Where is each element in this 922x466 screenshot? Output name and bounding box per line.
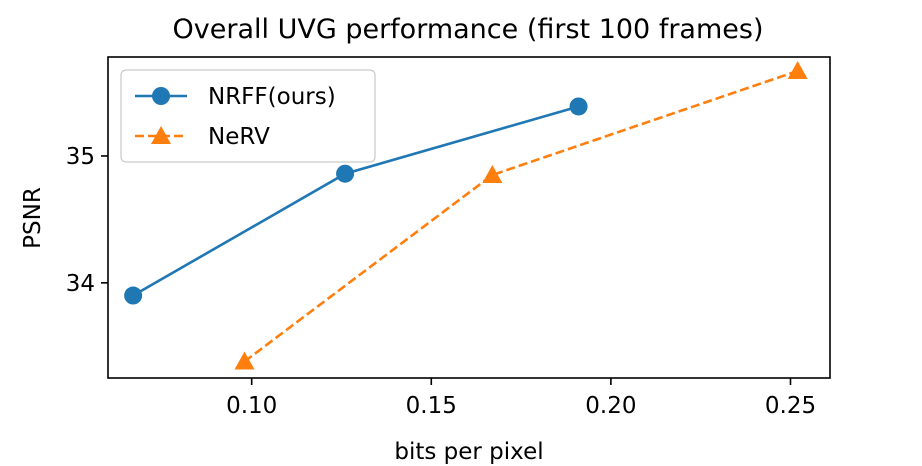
legend-marker-nerv <box>151 126 171 144</box>
y-axis-label: PSNR <box>20 187 46 249</box>
chart-title: Overall UVG performance (first 100 frame… <box>173 14 764 45</box>
data-point-nerv <box>482 164 503 183</box>
data-point-nrff <box>336 164 355 183</box>
data-point-nrff <box>569 97 588 116</box>
legend-label-nrff: NRFF(ours) <box>208 84 336 110</box>
data-point-nerv <box>787 60 808 79</box>
y-tick-label: 35 <box>66 144 95 170</box>
series-line-nerv <box>243 69 799 363</box>
legend-box <box>120 69 376 163</box>
plot-area <box>107 56 831 379</box>
series-layer <box>124 60 808 370</box>
x-tick-label: 0.10 <box>226 393 277 419</box>
legend-marker-nrff <box>152 87 170 105</box>
x-tick-label: 0.20 <box>585 393 636 419</box>
x-tick-label: 0.25 <box>765 393 816 419</box>
y-axis: 34 35 <box>66 144 108 297</box>
x-tick-label: 0.15 <box>406 393 457 419</box>
y-tick-label: 34 <box>66 271 95 297</box>
x-axis-label: bits per pixel <box>394 439 543 465</box>
legend-label-nerv: NeRV <box>208 124 270 150</box>
data-point-nrff <box>124 286 143 305</box>
x-axis: 0.10 0.15 0.20 0.25 <box>226 378 816 419</box>
plot-frame <box>107 56 831 379</box>
data-point-nerv <box>234 351 255 370</box>
legend: NRFF(ours) NeRV <box>120 69 376 163</box>
